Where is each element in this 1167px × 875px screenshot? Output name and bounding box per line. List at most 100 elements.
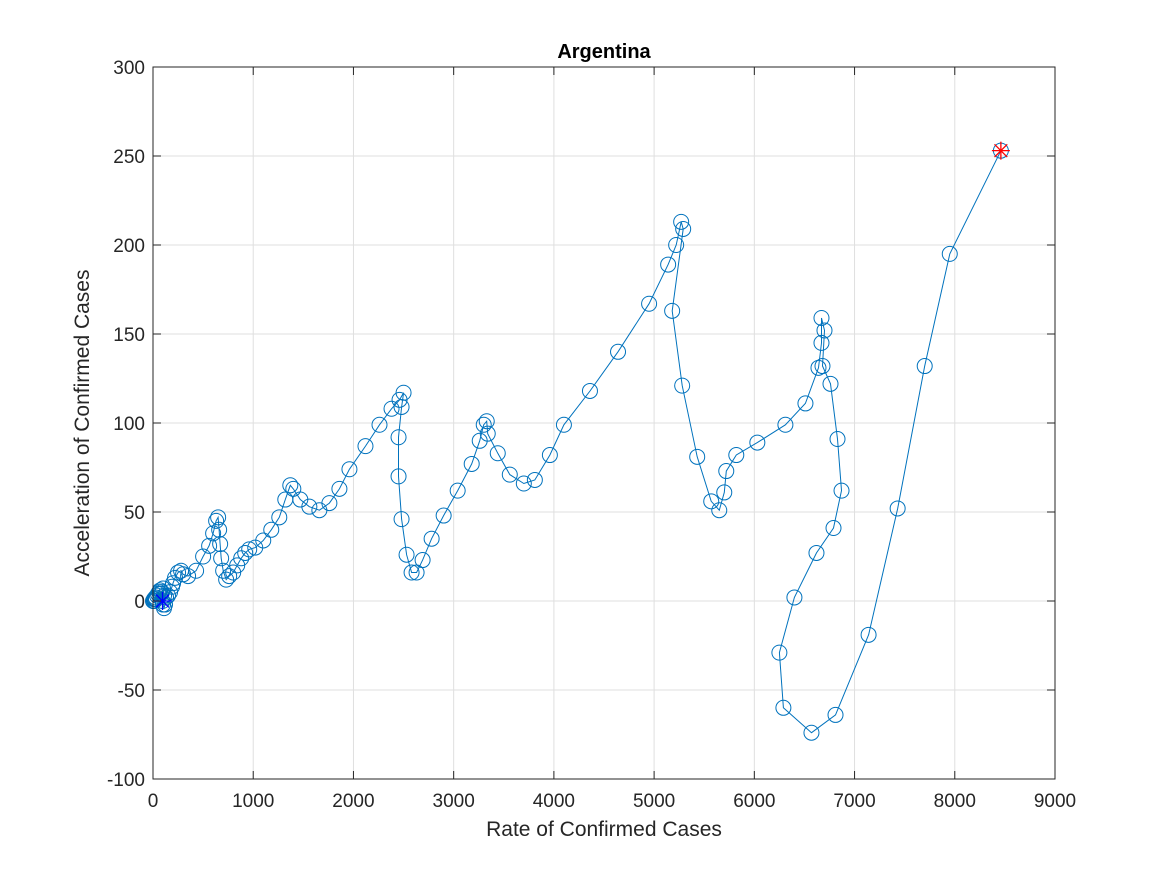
data-point	[212, 536, 229, 553]
data-point	[390, 468, 407, 485]
data-point	[414, 552, 431, 569]
start-marker-stroke	[155, 594, 170, 608]
data-point	[555, 416, 572, 433]
data-point	[660, 256, 677, 273]
x-tick-label: 1000	[232, 791, 274, 812]
chart-title: Argentina	[557, 41, 651, 63]
data-point	[808, 544, 825, 561]
x-tick-label: 7000	[833, 791, 875, 812]
data-point	[255, 532, 272, 549]
data-point	[610, 343, 627, 360]
data-point	[716, 484, 733, 501]
data-point	[282, 477, 299, 494]
data-point	[390, 429, 407, 446]
data-point	[215, 562, 232, 579]
data-point	[213, 550, 230, 567]
x-tick-label: 4000	[533, 791, 575, 812]
data-point	[541, 447, 558, 464]
data-point	[916, 358, 933, 375]
data-point	[237, 544, 254, 561]
y-tick-label: -50	[118, 681, 145, 702]
y-tick-label: 50	[124, 503, 145, 524]
data-point	[263, 521, 280, 538]
data-point	[393, 511, 410, 528]
data-point	[728, 447, 745, 464]
data-point	[673, 213, 690, 230]
data-point	[475, 416, 492, 433]
data-point	[478, 413, 495, 430]
data-point	[188, 562, 205, 579]
data-point	[675, 220, 692, 237]
data-point	[449, 482, 466, 499]
data-point	[383, 400, 400, 417]
data-point	[777, 416, 794, 433]
data-point	[403, 564, 420, 581]
data-point	[813, 309, 830, 326]
data-point	[357, 438, 374, 455]
data-point	[435, 507, 452, 524]
plot-area	[145, 141, 1010, 741]
data-point	[827, 706, 844, 723]
data-point	[689, 448, 706, 465]
x-tick-label: 5000	[633, 791, 675, 812]
end-marker-stroke	[994, 143, 1008, 158]
data-point	[180, 568, 197, 585]
data-point	[210, 509, 227, 526]
x-tick-label: 8000	[934, 791, 976, 812]
data-point	[271, 509, 288, 526]
data-point	[718, 463, 735, 480]
data-point	[803, 724, 820, 741]
data-point	[664, 302, 681, 319]
data-point	[398, 546, 415, 563]
data-point	[221, 568, 238, 585]
x-axis-label: Rate of Confirmed Cases	[486, 818, 722, 841]
data-point	[581, 382, 598, 399]
y-tick-label: 0	[134, 592, 145, 613]
y-tick-label: 150	[113, 325, 145, 346]
data-point	[423, 530, 440, 547]
y-tick-labels: -100 -50 0 50 100 150 200 250 300	[107, 58, 145, 791]
data-point	[463, 455, 480, 472]
y-axis-label: Acceleration of Confirmed Cases	[71, 270, 94, 577]
data-point	[641, 295, 658, 312]
data-point	[393, 398, 410, 415]
data-point	[208, 512, 225, 529]
data-point	[786, 589, 803, 606]
data-point	[797, 395, 814, 412]
data-point	[233, 550, 250, 567]
data-point	[526, 471, 543, 488]
y-tick-label: 300	[113, 58, 145, 79]
data-point	[825, 520, 842, 537]
tick-marks	[152, 66, 1056, 780]
end-marker	[991, 141, 1010, 160]
x-tick-label: 0	[148, 791, 159, 812]
data-point	[489, 445, 506, 462]
data-point	[321, 495, 338, 512]
data-point	[371, 416, 388, 433]
y-tick-label: -100	[107, 770, 145, 791]
data-point	[341, 461, 358, 478]
data-point	[889, 500, 906, 517]
data-point	[241, 541, 258, 558]
data-point	[211, 521, 228, 538]
data-point	[816, 322, 833, 339]
data-point	[814, 358, 831, 375]
data-point	[515, 475, 532, 492]
data-point	[331, 480, 348, 497]
x-tick-label: 6000	[733, 791, 775, 812]
x-tick-label: 9000	[1034, 791, 1076, 812]
y-tick-label: 250	[113, 147, 145, 168]
y-tick-label: 200	[113, 236, 145, 257]
x-tick-label: 3000	[433, 791, 475, 812]
data-point	[668, 237, 685, 253]
data-point	[674, 377, 691, 394]
data-point	[829, 431, 846, 448]
data-point	[860, 626, 877, 643]
x-tick-labels: 0 1000 2000 3000 4000 5000 6000 7000 8000 9000	[148, 791, 1076, 812]
data-point	[775, 699, 792, 716]
x-tick-label: 2000	[332, 791, 374, 812]
data-point	[195, 548, 212, 565]
data-point	[771, 644, 788, 661]
